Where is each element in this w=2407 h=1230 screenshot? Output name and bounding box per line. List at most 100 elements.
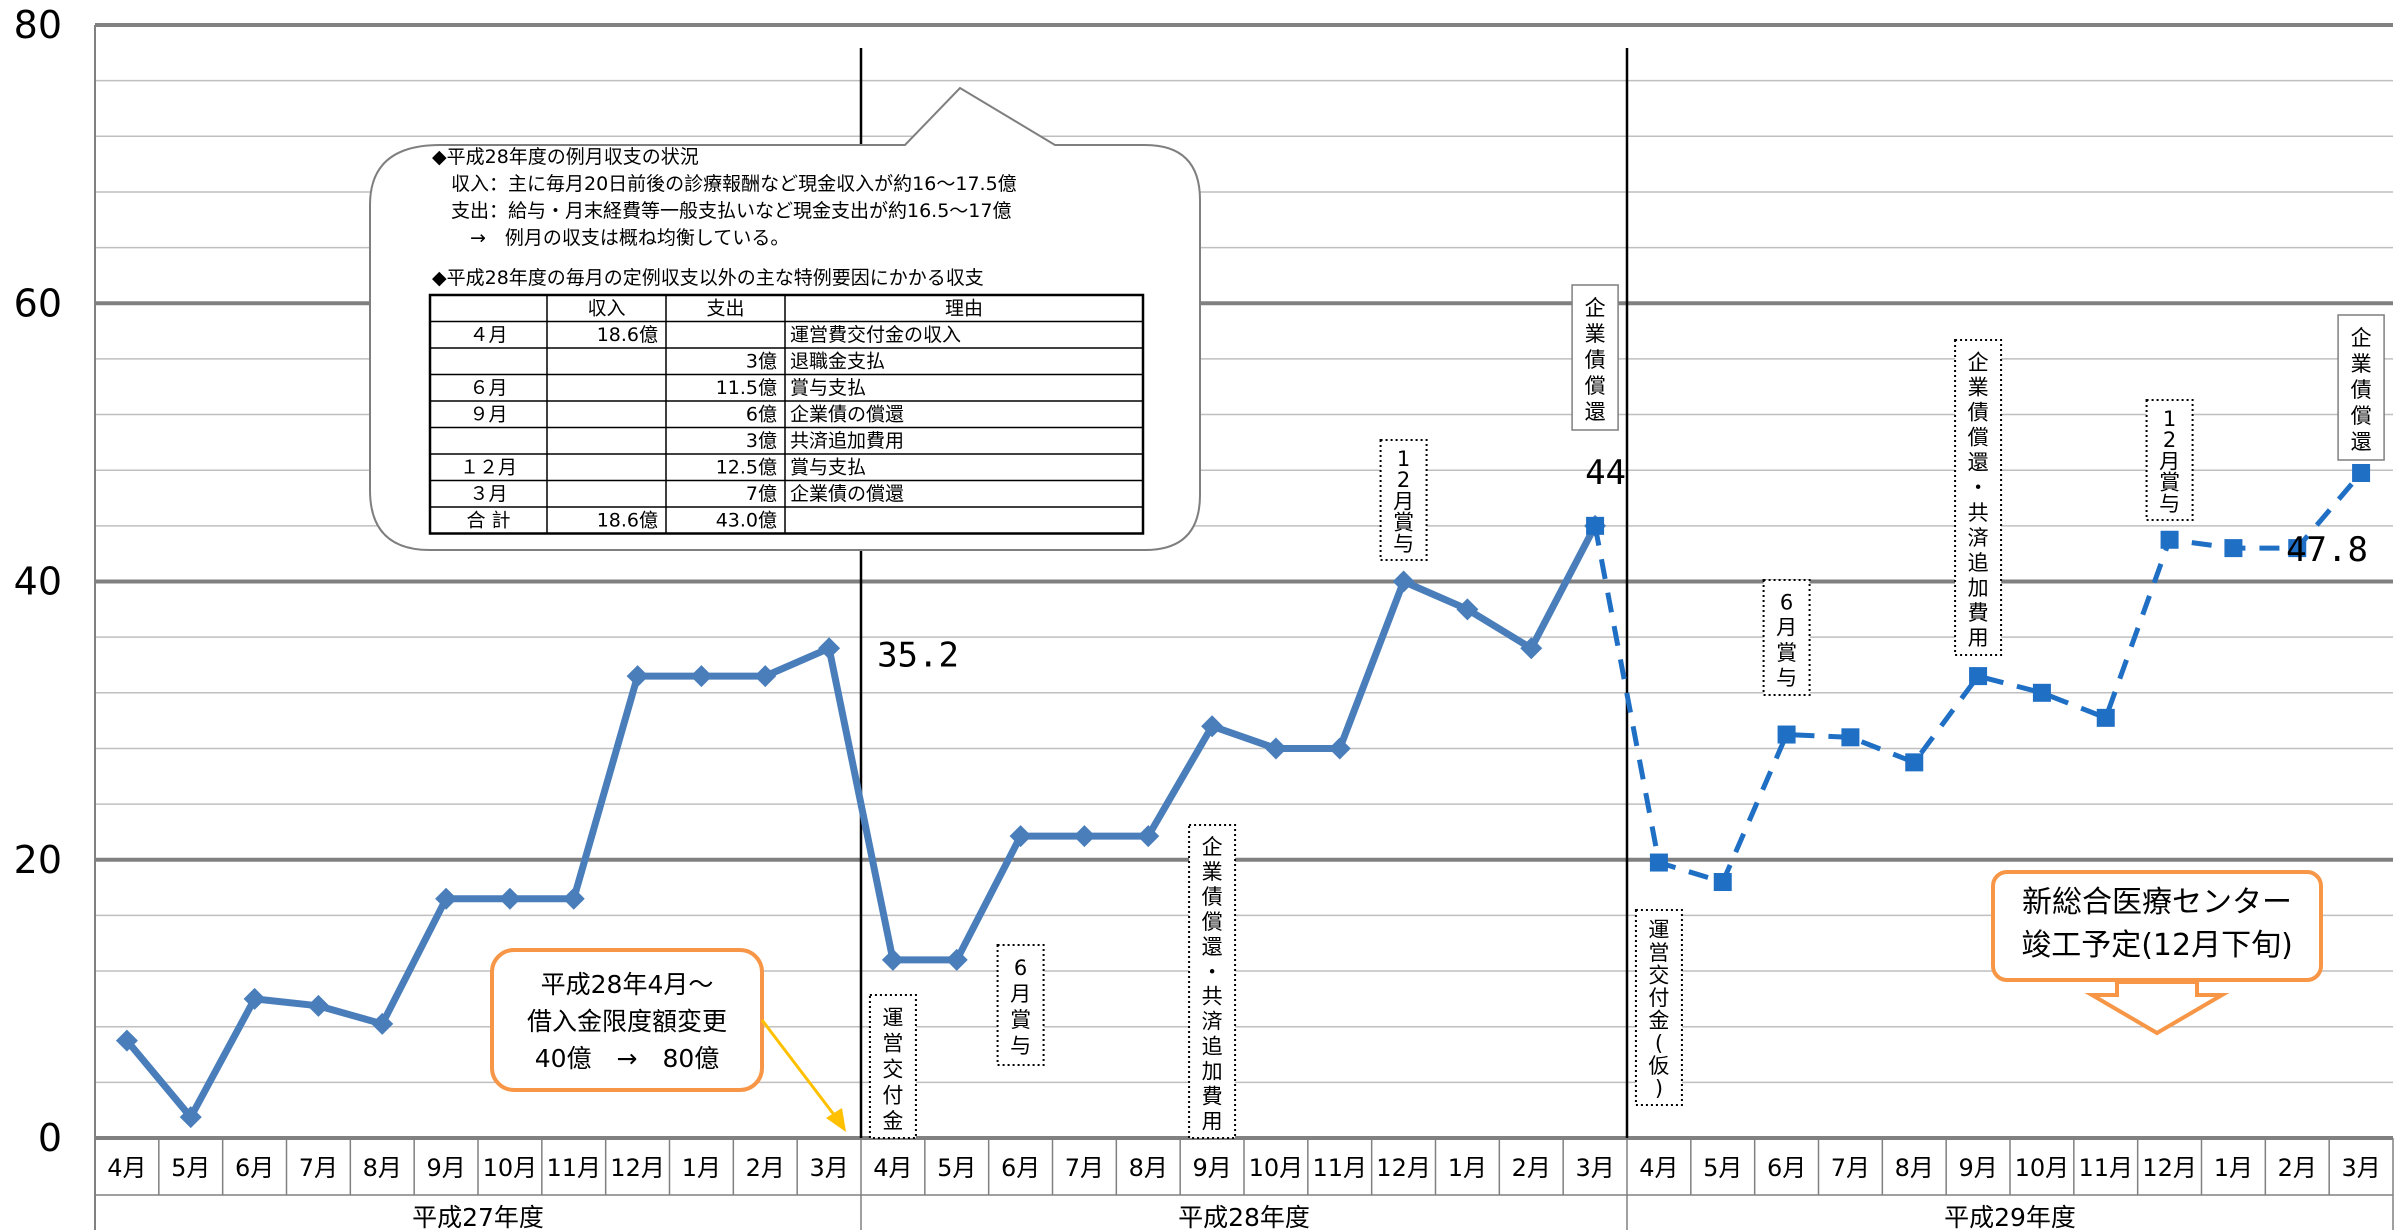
annotation-char: ( bbox=[1655, 1031, 1663, 1055]
data-point bbox=[1713, 873, 1732, 892]
table-cell: ６月 bbox=[469, 377, 507, 399]
annotation-char: 与 bbox=[1393, 532, 1414, 556]
data-point bbox=[881, 948, 904, 971]
table-cell: 7億 bbox=[746, 483, 777, 505]
table-cell: 6億 bbox=[746, 404, 777, 426]
data-point bbox=[1649, 853, 1668, 872]
month-tick-label: 9月 bbox=[1192, 1154, 1231, 1182]
month-tick-label: 5月 bbox=[937, 1154, 976, 1182]
table-cell: ９月 bbox=[469, 404, 507, 426]
data-point bbox=[2032, 683, 2051, 702]
annotation-char: 賞 bbox=[1010, 1008, 1031, 1032]
month-tick-label: 2月 bbox=[1512, 1154, 1551, 1182]
annotation-box bbox=[868, 994, 917, 1139]
data-label: 44 bbox=[1585, 453, 1626, 493]
annotation-box bbox=[996, 944, 1045, 1066]
callout-line-3: 40億 → 80億 bbox=[535, 1044, 720, 1073]
month-tick-label: 12月 bbox=[2142, 1154, 2197, 1182]
annotation-char: 付 bbox=[882, 1083, 903, 1107]
month-tick-label: 9月 bbox=[1958, 1154, 1997, 1182]
month-tick-label: 6月 bbox=[1001, 1154, 1040, 1182]
data-point bbox=[2160, 530, 2179, 549]
data-point bbox=[179, 1106, 202, 1129]
table-cell: 賞与支払 bbox=[790, 377, 866, 399]
data-point bbox=[115, 1029, 138, 1052]
annotation-char: 共 bbox=[1968, 501, 1989, 525]
month-tick-label: 3月 bbox=[809, 1154, 848, 1182]
annotation-box bbox=[1571, 284, 1619, 431]
data-point bbox=[1777, 725, 1796, 744]
annotation-char: 1 bbox=[1397, 447, 1410, 471]
annotation-char: 債 bbox=[2351, 378, 2372, 402]
annotation-char: 2 bbox=[1397, 468, 1410, 492]
month-tick-label: 8月 bbox=[363, 1154, 402, 1182]
table-cell: ４月 bbox=[469, 324, 507, 346]
annotation-char: 償 bbox=[1968, 426, 1989, 450]
table-cell: 18.6億 bbox=[597, 324, 658, 346]
data-point bbox=[626, 665, 649, 688]
annotation-char: 6 bbox=[1014, 956, 1027, 980]
annotation-char: 費 bbox=[1968, 601, 1989, 625]
month-tick-label: 4月 bbox=[107, 1154, 146, 1182]
data-point bbox=[1264, 737, 1287, 760]
annotation-char: 6 bbox=[1780, 590, 1793, 614]
annotation-char: 金 bbox=[882, 1109, 903, 1133]
month-tick-label: 6月 bbox=[235, 1154, 274, 1182]
table-cell: 企業債の償還 bbox=[790, 483, 904, 505]
data-point bbox=[2224, 539, 2243, 558]
table-cell: 18.6億 bbox=[597, 510, 658, 532]
annotation-box bbox=[1954, 339, 2003, 656]
month-tick-label: 7月 bbox=[1831, 1154, 1870, 1182]
annotation-char: 月 bbox=[1776, 616, 1797, 640]
month-tick-label: 2月 bbox=[2278, 1154, 2317, 1182]
bubble-line: ◆平成28年度の例月収支の状況 bbox=[432, 146, 699, 168]
month-tick-label: 11月 bbox=[2078, 1154, 2133, 1182]
annotation-char: 償 bbox=[1202, 910, 1223, 934]
month-tick-label: 3月 bbox=[1575, 1154, 1614, 1182]
month-tick-label: 1月 bbox=[2214, 1154, 2253, 1182]
data-point bbox=[1520, 637, 1543, 660]
callout-right-line-1: 新総合医療センター bbox=[2022, 885, 2292, 920]
annotation-char: 金 bbox=[1648, 1009, 1669, 1033]
annotation-box bbox=[1188, 824, 1237, 1139]
annotation-char: ・ bbox=[1202, 960, 1223, 984]
table-header-cell: 理由 bbox=[945, 298, 983, 320]
table-cell: 退職金支払 bbox=[790, 351, 885, 373]
annotation-char: 追 bbox=[1968, 551, 1989, 575]
annotation-char: ・ bbox=[1968, 476, 1989, 500]
table-cell: 3億 bbox=[746, 351, 777, 373]
data-point bbox=[2288, 539, 2307, 558]
annotation-char: 月 bbox=[2159, 449, 2180, 473]
table-header-cell: 支出 bbox=[706, 298, 744, 320]
data-point bbox=[498, 887, 521, 910]
table-cell: 運営費交付金の収入 bbox=[790, 324, 961, 346]
table-header-cell: 収入 bbox=[587, 298, 625, 320]
data-point bbox=[754, 665, 777, 688]
annotation-char: 加 bbox=[1202, 1059, 1223, 1083]
month-tick-label: 10月 bbox=[483, 1154, 538, 1182]
annotation-char: 償 bbox=[2351, 404, 2372, 428]
month-tick-label: 3月 bbox=[2341, 1154, 2380, 1182]
table-cell: 43.0億 bbox=[716, 510, 777, 532]
y-tick-label: 80 bbox=[14, 3, 62, 47]
annotation-box bbox=[1634, 909, 1683, 1106]
annotation-char: 還 bbox=[1968, 451, 1989, 475]
annotation-boxes: 運営交付金6月賞与企業債償還・共済追加費用12月賞与企業債償還運営交付金(仮)6… bbox=[868, 284, 2385, 1139]
month-tick-label: 9月 bbox=[426, 1154, 465, 1182]
data-label: 47.8 bbox=[2286, 530, 2368, 570]
bubble-line: 支出：給与・月末経費等一般支払いなど現金支出が約16.5～17億 bbox=[432, 200, 1011, 222]
callout-arrow-head bbox=[826, 1108, 846, 1132]
data-point bbox=[1456, 598, 1479, 621]
bubble-line: → 例月の収支は概ね均衡している。 bbox=[432, 227, 789, 249]
data-point bbox=[243, 987, 266, 1010]
data-point bbox=[1969, 667, 1988, 686]
data-point bbox=[1392, 570, 1415, 593]
annotation-char: 2 bbox=[2163, 428, 2176, 452]
table-cell: 3億 bbox=[746, 430, 777, 452]
annotation-box bbox=[1379, 439, 1428, 561]
annotation-char: 営 bbox=[882, 1032, 903, 1056]
bubble-line: ◆平成28年度の毎月の定例収支以外の主な特例要因にかかる収支 bbox=[432, 267, 984, 289]
data-point bbox=[1841, 728, 1860, 747]
fiscal-year-label: 平成29年度 bbox=[1944, 1203, 2076, 1230]
